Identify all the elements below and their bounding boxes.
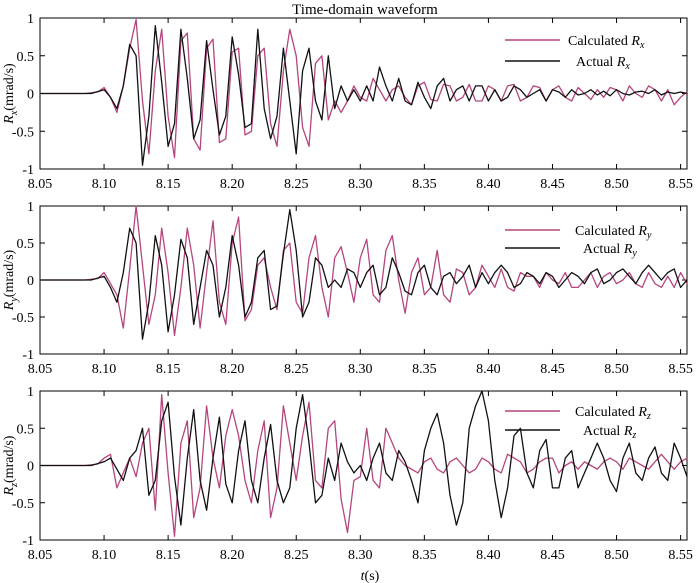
- x-tick-label: 8.35: [412, 548, 437, 563]
- series-line-calculated: [40, 205, 688, 337]
- x-tick-label: 8.25: [284, 362, 309, 377]
- legend-label-calculated: Calculated Ry: [575, 224, 652, 241]
- legend-label-actual: Actual Rz: [583, 424, 636, 441]
- x-tick-label: 8.35: [412, 362, 437, 377]
- x-tick-label: 8.10: [92, 548, 117, 563]
- y-axis-label: Rz(mrad/s): [2, 435, 20, 496]
- legend-label-actual: Actual Ry: [583, 242, 637, 259]
- series-line-actual: [40, 390, 688, 526]
- x-axis-label: t(s): [361, 569, 380, 583]
- y-tick-label: 0: [27, 274, 34, 289]
- x-tick-label: 8.20: [220, 177, 245, 192]
- x-tick-label: 8.25: [284, 177, 309, 192]
- legend: Calculated Rz Actual Rz: [505, 405, 651, 441]
- series-line-calculated: [40, 18, 688, 159]
- panel-rx: 8.05 8.10 8.15 8.20 8.25 8.30 8.35 8.40 8.45 8.50…: [2, 12, 693, 192]
- x-tick-label: 8.25: [284, 548, 309, 563]
- y-axis-label: Rx(mrad/s): [2, 63, 20, 125]
- y-tick-label: -0.5: [12, 497, 34, 512]
- series-line-actual: [40, 24, 688, 166]
- x-tick-label: 8.20: [220, 362, 245, 377]
- series-line-calculated: [40, 394, 688, 537]
- x-tick-label: 8.40: [476, 362, 501, 377]
- x-tick-label: 8.50: [604, 548, 629, 563]
- y-tick-label: 1: [27, 385, 34, 400]
- panel-rz: 8.05 8.10 8.15 8.20 8.25 8.30 8.35 8.40 8.45 8.50…: [2, 385, 693, 563]
- legend: Calculated Rx Actual Rx: [505, 34, 645, 72]
- y-tick-label: -0.5: [12, 125, 34, 140]
- panel-ry: 8.05 8.10 8.15 8.20 8.25 8.30 8.35 8.40 8.45 8.50…: [2, 200, 693, 377]
- x-tick-label: 8.10: [92, 362, 117, 377]
- x-tick-label: 8.40: [476, 548, 501, 563]
- x-tick-label: 8.05: [28, 548, 53, 563]
- legend-label-calculated: Calculated Rx: [568, 34, 645, 51]
- legend-label-actual: Actual Rx: [576, 55, 630, 72]
- x-tick-label: 8.50: [604, 362, 629, 377]
- x-tick-label: 8.55: [668, 362, 693, 377]
- x-tick-label: 8.45: [540, 177, 565, 192]
- y-tick-label: 0.5: [17, 50, 35, 65]
- x-tick-label: 8.40: [476, 177, 501, 192]
- x-tick-label: 8.45: [540, 548, 565, 563]
- x-tick-label: 8.35: [412, 177, 437, 192]
- y-tick-label: -1: [22, 534, 34, 549]
- y-tick-label: 0: [27, 460, 34, 475]
- x-tick-label: 8.05: [28, 362, 53, 377]
- y-tick-label: -1: [22, 348, 34, 363]
- figure-title: Time-domain waveform: [292, 2, 438, 18]
- x-tick-label: 8.20: [220, 548, 245, 563]
- y-tick-label: 0: [27, 88, 34, 103]
- x-tick-label: 8.15: [156, 177, 181, 192]
- x-tick-label: 8.45: [540, 362, 565, 377]
- x-tick-label: 8.55: [668, 177, 693, 192]
- x-tick-label: 8.15: [156, 362, 181, 377]
- x-tick-label: 8.05: [28, 177, 53, 192]
- series-line-actual: [40, 209, 688, 340]
- x-tick-label: 8.10: [92, 177, 117, 192]
- y-tick-label: 1: [27, 200, 34, 215]
- y-axis-label: Ry(mrad/s): [2, 249, 20, 311]
- x-tick-label: 8.15: [156, 548, 181, 563]
- y-tick-label: 0.5: [17, 422, 35, 437]
- y-tick-label: 1: [27, 12, 34, 27]
- x-tick-label: 8.30: [348, 548, 373, 563]
- legend-label-calculated: Calculated Rz: [575, 405, 651, 422]
- y-tick-label: 0.5: [17, 237, 35, 252]
- x-tick-label: 8.50: [604, 177, 629, 192]
- x-tick-label: 8.30: [348, 177, 373, 192]
- x-tick-label: 8.30: [348, 362, 373, 377]
- y-tick-label: -0.5: [12, 311, 34, 326]
- y-tick-label: -1: [22, 163, 34, 178]
- x-tick-label: 8.55: [668, 548, 693, 563]
